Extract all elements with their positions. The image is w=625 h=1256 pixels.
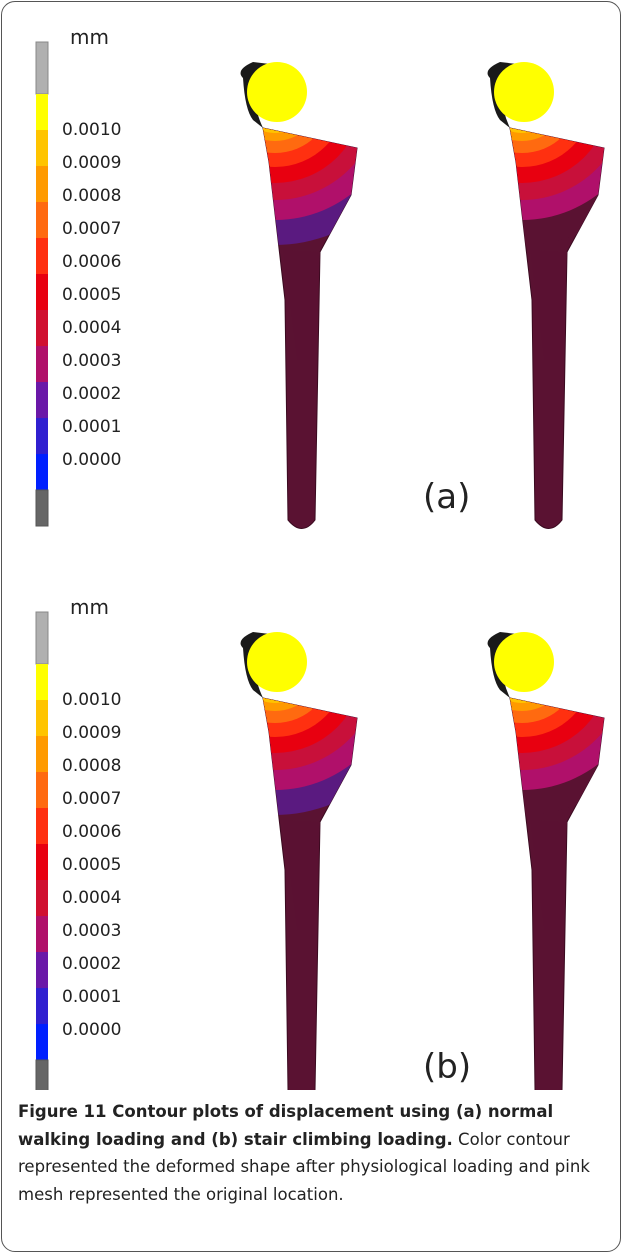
caption: Figure 11 Contour plots of displacement … bbox=[18, 1098, 610, 1208]
legend-label: 0.0010 bbox=[62, 120, 121, 140]
legend-label: 0.0003 bbox=[62, 351, 121, 371]
legend-label: 0.0000 bbox=[62, 1020, 121, 1040]
head bbox=[494, 632, 554, 692]
colorbar-segment bbox=[36, 952, 48, 988]
legend-label: 0.0008 bbox=[62, 756, 121, 776]
colorbar-cap bbox=[35, 489, 49, 527]
caption-title: Figure 11 Contour plots of displacement … bbox=[18, 1102, 554, 1149]
legend-label: 0.0006 bbox=[62, 822, 121, 842]
legend-label: 0.0007 bbox=[62, 219, 121, 239]
colorbar-segment bbox=[36, 736, 48, 772]
colorbar-segment bbox=[36, 418, 48, 454]
figure: mm 0.0010 0.0009 0.0008 0.0007 0.0006 0.0005 0.… bbox=[35, 25, 605, 1090]
contour bbox=[510, 128, 604, 245]
cone bbox=[530, 820, 567, 930]
cone bbox=[283, 820, 320, 930]
colorbar-segment bbox=[36, 94, 48, 130]
colorbar-segment bbox=[36, 988, 48, 1024]
colorbar-segment bbox=[36, 808, 48, 844]
cone bbox=[530, 250, 567, 360]
colorbar-segment bbox=[36, 346, 48, 382]
implant bbox=[240, 632, 358, 1090]
legend-label: 0.0010 bbox=[62, 690, 121, 710]
legend-label: 0.0000 bbox=[62, 450, 121, 470]
implant bbox=[240, 62, 358, 529]
cone bbox=[283, 250, 320, 360]
legend-label: 0.0003 bbox=[62, 921, 121, 941]
colorbar-segment bbox=[36, 844, 48, 880]
colorbar-segment bbox=[36, 202, 48, 238]
colorbar-segment bbox=[36, 274, 48, 310]
colorbar-segment bbox=[36, 700, 48, 736]
colorbar-segment bbox=[36, 310, 48, 346]
colorbar-cap bbox=[35, 1059, 49, 1090]
colorbar-segment bbox=[36, 166, 48, 202]
colorbar-segment bbox=[36, 130, 48, 166]
head bbox=[247, 62, 307, 122]
colorbar-cap bbox=[35, 611, 49, 665]
legend-label: 0.0005 bbox=[62, 855, 121, 875]
panel-label: (b) bbox=[423, 1047, 471, 1087]
legend-label: 0.0005 bbox=[62, 285, 121, 305]
legend-label: 0.0006 bbox=[62, 252, 121, 272]
colorbar-segment bbox=[36, 916, 48, 952]
legend-label: 0.0009 bbox=[62, 153, 121, 173]
colorbar-cap bbox=[35, 41, 49, 95]
contour-band bbox=[510, 128, 604, 245]
colorbar-segment bbox=[36, 382, 48, 418]
legend-label: 0.0007 bbox=[62, 789, 121, 809]
legend-label: 0.0002 bbox=[62, 954, 121, 974]
legend-label: 0.0004 bbox=[62, 318, 121, 338]
legend-label: 0.0002 bbox=[62, 384, 121, 404]
legend-label: 0.0009 bbox=[62, 723, 121, 743]
colorbar-segment bbox=[36, 880, 48, 916]
unit-label: mm bbox=[70, 25, 109, 49]
head bbox=[247, 632, 307, 692]
colorbar-segment bbox=[36, 772, 48, 808]
caption-text: Color contour represented the deformed s… bbox=[18, 1129, 590, 1204]
head bbox=[494, 62, 554, 122]
legend-label: 0.0001 bbox=[62, 987, 121, 1007]
colorbar-segment bbox=[36, 454, 48, 490]
implant bbox=[487, 632, 605, 1090]
unit-label: mm bbox=[70, 595, 109, 619]
colorbar-segment bbox=[36, 1024, 48, 1060]
colorbar-segment bbox=[36, 238, 48, 274]
panel-label: (a) bbox=[423, 477, 470, 517]
implant bbox=[487, 62, 605, 529]
colorbar-segment bbox=[36, 664, 48, 700]
contour bbox=[263, 128, 357, 245]
legend-label: 0.0004 bbox=[62, 888, 121, 908]
legend-label: 0.0001 bbox=[62, 417, 121, 437]
legend-label: 0.0008 bbox=[62, 186, 121, 206]
